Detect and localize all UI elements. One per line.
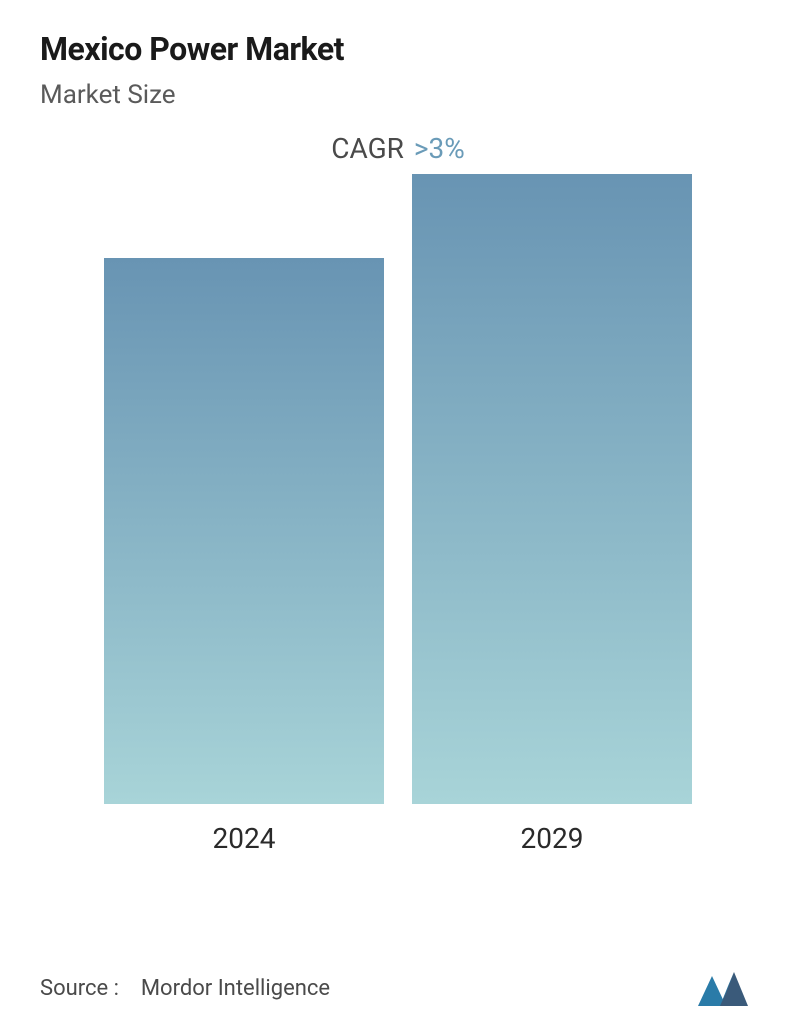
chart-bar <box>104 258 384 804</box>
chart-area: 2024 2029 <box>60 205 736 855</box>
bar-group: 2029 <box>412 174 692 856</box>
source-label: Source : <box>40 976 119 1001</box>
cagr-row: CAGR >3% <box>40 132 756 165</box>
bar-category-label: 2024 <box>213 822 276 855</box>
chart-title: Mexico Power Market <box>40 30 756 68</box>
logo-icon <box>696 968 756 1008</box>
source-text: Source : Mordor Intelligence <box>40 976 330 1001</box>
chart-footer: Source : Mordor Intelligence <box>40 968 756 1008</box>
chart-container: Mexico Power Market Market Size CAGR >3%… <box>0 0 796 1034</box>
chart-bar <box>412 174 692 805</box>
source-name: Mordor Intelligence <box>141 976 330 1001</box>
bar-category-label: 2029 <box>521 822 584 855</box>
chart-subtitle: Market Size <box>40 80 756 110</box>
cagr-value: >3% <box>414 132 465 165</box>
cagr-label: CAGR <box>331 132 404 165</box>
bar-group: 2024 <box>104 258 384 855</box>
